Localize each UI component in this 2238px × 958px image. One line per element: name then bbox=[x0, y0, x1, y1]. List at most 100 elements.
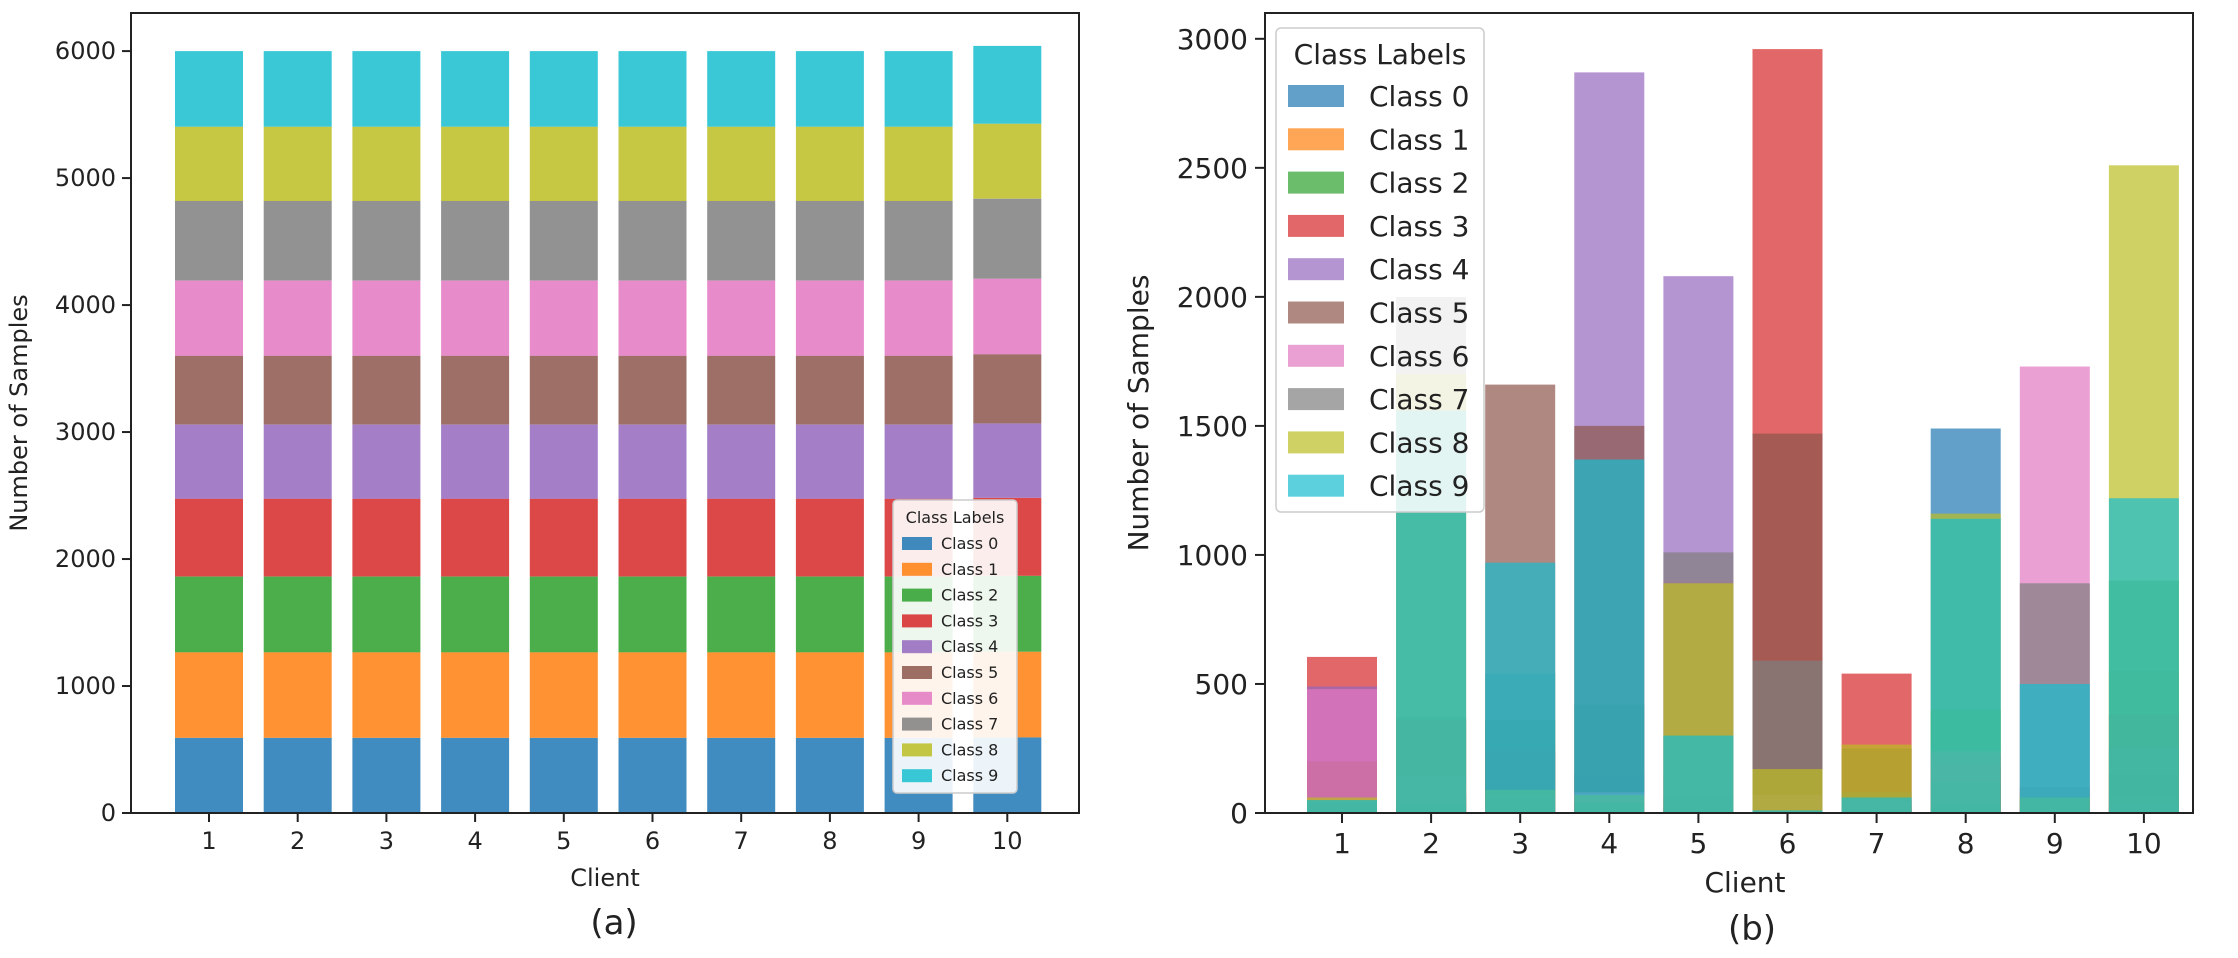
panel-a-bar-client-4-class-6 bbox=[441, 280, 510, 356]
panel-a-legend-title: Class Labels bbox=[906, 508, 1005, 527]
panel-a-bar-client-8-class-0 bbox=[795, 737, 864, 813]
panel-b-x-tick-label: 3 bbox=[1511, 827, 1529, 860]
panel-a-caption: (a) bbox=[590, 903, 637, 943]
panel-a-bar-client-7-class-9 bbox=[707, 51, 776, 127]
panel-a-bar-client-3-class-1 bbox=[352, 652, 421, 738]
panel-a-bar-client-2-class-0 bbox=[263, 737, 332, 813]
panel-a-bar-client-9-class-6 bbox=[884, 280, 953, 356]
panel-a-y-tick-label: 1000 bbox=[55, 672, 116, 700]
panel-b-bar-client-4-class-9 bbox=[1574, 459, 1645, 813]
panel-a-bar-client-1-class-7 bbox=[175, 200, 243, 281]
panel-b-bar-client-7-class-9 bbox=[1841, 797, 1912, 813]
panel-b-bar-client-6-class-9 bbox=[1752, 810, 1823, 813]
panel-a-bar-client-5-class-3 bbox=[529, 498, 598, 577]
panel-a-bar-client-6-class-0 bbox=[618, 737, 687, 813]
panel-b-legend-title: Class Labels bbox=[1294, 38, 1467, 71]
panel-a-bar-client-5-class-2 bbox=[529, 576, 598, 653]
panel-a-bar-client-3-class-3 bbox=[352, 498, 421, 577]
panel-a-legend-swatch bbox=[902, 562, 932, 576]
panel-a-bar-client-8-class-5 bbox=[795, 355, 864, 425]
panel-a-bar-client-1-class-2 bbox=[175, 576, 243, 653]
panel-a-legend-items: Class 0 Class 1 Class 2 Class 3 Class 4 Class… bbox=[902, 534, 998, 785]
panel-a-bar-client-4-class-5 bbox=[441, 355, 510, 425]
panel-b-legend-items: Class 0 Class 1 Class 2 Class 3 Class 4 Class… bbox=[1288, 80, 1469, 503]
panel-a-bar-client-8-class-6 bbox=[795, 280, 864, 356]
panel-a-bar-client-2-class-8 bbox=[263, 126, 332, 201]
panel-a-x-tick-label: 6 bbox=[645, 827, 660, 855]
panel-a-legend-swatch bbox=[902, 537, 932, 550]
panel-a-bar-client-7-class-0 bbox=[707, 737, 776, 813]
panel-a-bar-client-7-class-3 bbox=[707, 498, 776, 577]
panel-a-bar-client-10-class-5 bbox=[973, 354, 1042, 424]
panel-a-axes-frame bbox=[130, 12, 1080, 814]
panel-b-legend-swatch bbox=[1288, 301, 1344, 324]
panel-a-legend-label: Class 6 bbox=[941, 689, 998, 708]
panel-b-y-tick-label: 1000 bbox=[1177, 539, 1248, 572]
panel-a-bar-client-5-class-0 bbox=[529, 737, 598, 813]
panel-a-bar-client-4-class-7 bbox=[441, 200, 510, 281]
panel-b-x-tick-label: 5 bbox=[1689, 827, 1707, 860]
panel-a-y-tick-label: 3000 bbox=[55, 418, 116, 446]
panel-a-x-tick-label: 3 bbox=[379, 827, 394, 855]
panel-a-legend-swatch bbox=[902, 666, 932, 679]
panel-b-bar-client-10-class-9 bbox=[2108, 498, 2179, 813]
panel-a-bar-client-5-class-5 bbox=[529, 355, 598, 425]
panel-b-x-tick-label: 4 bbox=[1600, 827, 1618, 860]
panel-a-bar-client-2-class-7 bbox=[263, 200, 332, 281]
panel-a-x-tick-label: 10 bbox=[992, 827, 1023, 855]
panel-a-bar-client-5-class-6 bbox=[529, 280, 598, 356]
panel-b-y-ticks: 0 500 1000 1500 2000 2500 3000 bbox=[1177, 23, 1265, 830]
panel-b-x-tick-label: 2 bbox=[1422, 827, 1440, 860]
panel-b-legend-swatch bbox=[1288, 128, 1344, 151]
panel-a-bar-client-1-class-8 bbox=[175, 126, 243, 201]
panel-a-bar-client-3-class-0 bbox=[352, 737, 421, 813]
panel-a-bar-client-8-class-3 bbox=[795, 498, 864, 577]
panel-a-bar-client-6-class-7 bbox=[618, 200, 687, 281]
panel-b-x-tick-label: 9 bbox=[2046, 827, 2064, 860]
panel-a-x-axis-label: Client bbox=[570, 864, 639, 892]
panel-b-legend-swatch bbox=[1288, 171, 1344, 194]
panel-a-legend-swatch bbox=[902, 614, 932, 628]
panel-a-bar-client-9-class-7 bbox=[884, 200, 953, 281]
panel-b-x-tick-label: 8 bbox=[1957, 827, 1975, 860]
panel-a-bar-client-2-class-2 bbox=[263, 576, 332, 653]
panel-a-bar-client-1-class-0 bbox=[175, 737, 243, 813]
panel-a-y-tick-label: 0 bbox=[101, 799, 116, 827]
panel-b-x-tick-label: 1 bbox=[1333, 827, 1351, 860]
panel-a-bar-client-5-class-7 bbox=[529, 200, 598, 281]
panel-a-bar-client-8-class-4 bbox=[795, 424, 864, 499]
panel-a-bar-client-8-class-8 bbox=[795, 126, 864, 201]
panel-a-bar-client-4-class-1 bbox=[441, 652, 510, 738]
panel-a-x-tick-label: 5 bbox=[556, 827, 571, 855]
panel-b-bar-client-3-class-9 bbox=[1485, 562, 1556, 813]
panel-b-legend-label: Class 1 bbox=[1369, 123, 1469, 156]
panel-a-bar-client-7-class-4 bbox=[707, 424, 776, 499]
panel-a-bar-client-4-class-4 bbox=[441, 424, 510, 499]
panel-a-bar-client-3-class-5 bbox=[352, 355, 421, 425]
panel-a-bar-client-8-class-7 bbox=[795, 200, 864, 281]
panel-a-legend-label: Class 2 bbox=[941, 586, 998, 605]
panel-b-bar-client-5-class-9 bbox=[1663, 735, 1734, 813]
panel-b-bar-client-6-class-8 bbox=[1752, 769, 1823, 813]
panel-a-bar-client-3-class-4 bbox=[352, 424, 421, 499]
panel-a-x-tick-label: 7 bbox=[734, 827, 749, 855]
panel-a-bar-client-9-class-5 bbox=[884, 355, 953, 425]
panel-a-bar-client-6-class-6 bbox=[618, 280, 687, 356]
panel-a-bar-client-9-class-4 bbox=[884, 424, 953, 499]
panel-b-y-axis-label: Number of Samples bbox=[1122, 275, 1155, 552]
panel-a-bar-client-1-class-9 bbox=[175, 51, 243, 127]
panel-a-x-ticks: 1 2 3 4 5 6 7 8 9 10 bbox=[201, 813, 1023, 855]
panel-b-legend-swatch bbox=[1288, 258, 1344, 281]
panel-a-y-tick-label: 2000 bbox=[55, 545, 116, 573]
panel-a-legend-swatch bbox=[902, 743, 932, 757]
panel-a-bar-client-2-class-9 bbox=[263, 51, 332, 127]
panel-a-bar-client-3-class-9 bbox=[352, 51, 421, 127]
panel-a-bar-client-2-class-4 bbox=[263, 424, 332, 499]
panel-a-bar-client-1-class-6 bbox=[175, 280, 243, 356]
panel-b-legend-label: Class 4 bbox=[1369, 253, 1469, 286]
panel-a-bar-client-6-class-3 bbox=[618, 498, 687, 577]
panel-a-legend-swatch bbox=[902, 691, 932, 705]
panel-a-bar-client-6-class-2 bbox=[618, 576, 687, 653]
